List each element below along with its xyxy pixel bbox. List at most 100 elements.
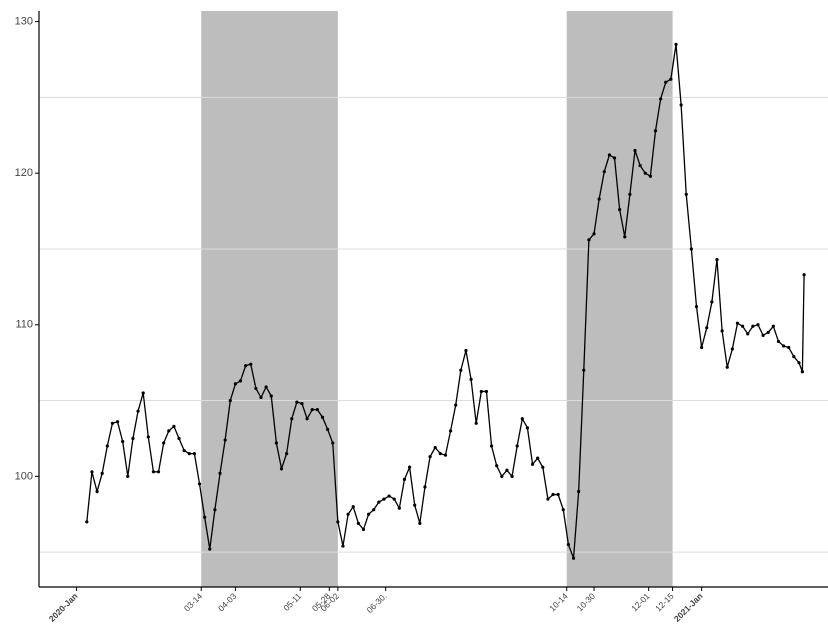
y-tick-label: 130 xyxy=(15,16,33,28)
point xyxy=(361,527,366,532)
point xyxy=(233,382,237,386)
point xyxy=(787,345,791,350)
x-tick-label: 12-01 xyxy=(629,591,652,614)
x-tick-label: 2021-Jan xyxy=(672,591,705,624)
point xyxy=(167,429,171,433)
point xyxy=(800,370,804,374)
point xyxy=(669,77,673,81)
point xyxy=(679,103,683,107)
x-tick-label: 10-30 xyxy=(575,591,598,614)
point xyxy=(541,465,545,469)
point xyxy=(556,492,560,497)
point xyxy=(208,547,212,551)
point xyxy=(238,379,243,383)
point xyxy=(612,156,617,160)
point xyxy=(715,257,719,262)
point xyxy=(387,494,391,498)
point xyxy=(372,508,376,512)
point xyxy=(761,333,765,337)
point xyxy=(587,238,591,242)
point xyxy=(218,471,222,475)
point xyxy=(505,468,509,472)
x-tick-label: 03-14 xyxy=(182,591,205,614)
point xyxy=(356,521,360,525)
point xyxy=(172,424,176,428)
point xyxy=(131,436,135,441)
point xyxy=(618,207,622,212)
point xyxy=(710,300,714,304)
x-tick-label: 04-03 xyxy=(216,591,239,614)
point xyxy=(141,391,145,395)
shade-layer xyxy=(201,11,673,587)
point xyxy=(546,497,550,501)
point xyxy=(285,452,289,456)
point xyxy=(797,361,801,365)
point xyxy=(228,398,232,403)
point xyxy=(479,389,483,394)
point xyxy=(684,192,688,197)
point xyxy=(90,470,94,474)
point xyxy=(310,408,314,412)
point xyxy=(561,508,565,512)
point xyxy=(402,477,407,481)
point xyxy=(397,506,401,510)
point xyxy=(459,368,463,372)
x-tick-label: 06-30. xyxy=(365,591,389,615)
point xyxy=(336,520,340,524)
point xyxy=(484,389,489,394)
point xyxy=(592,232,596,236)
point xyxy=(438,452,442,456)
point xyxy=(187,452,191,456)
point xyxy=(274,441,278,445)
point xyxy=(249,362,253,366)
point xyxy=(300,401,304,406)
point xyxy=(433,445,437,450)
point xyxy=(177,436,181,441)
point xyxy=(602,170,606,174)
point xyxy=(392,497,396,501)
point xyxy=(689,247,693,251)
point xyxy=(510,474,514,478)
point xyxy=(156,470,161,474)
point xyxy=(151,470,156,474)
point xyxy=(95,489,99,494)
point xyxy=(443,453,448,457)
point xyxy=(674,42,678,46)
y-tick-label: 110 xyxy=(15,319,33,331)
point xyxy=(597,197,601,201)
point xyxy=(515,444,519,448)
point xyxy=(771,324,775,328)
point xyxy=(295,400,299,404)
point xyxy=(428,455,432,459)
point xyxy=(530,462,535,466)
point xyxy=(705,326,709,330)
point xyxy=(776,339,781,344)
point xyxy=(571,556,576,560)
point xyxy=(474,421,478,425)
point xyxy=(121,439,125,444)
shaded-period xyxy=(201,11,338,587)
point xyxy=(648,174,652,178)
point xyxy=(607,153,612,157)
point xyxy=(659,97,663,101)
point xyxy=(664,80,668,84)
point xyxy=(264,385,268,389)
point xyxy=(643,171,647,175)
x-tick-label: 05-11 xyxy=(281,591,303,613)
point xyxy=(469,377,473,381)
point xyxy=(653,129,658,133)
point xyxy=(746,332,750,336)
point xyxy=(730,347,734,351)
point xyxy=(254,386,258,391)
point xyxy=(766,330,770,334)
point xyxy=(418,521,422,525)
point xyxy=(628,192,632,197)
point xyxy=(577,489,581,494)
point xyxy=(290,417,294,421)
point xyxy=(741,324,745,328)
point xyxy=(279,467,284,471)
point xyxy=(423,485,427,489)
point xyxy=(213,508,217,512)
point xyxy=(623,235,627,239)
point xyxy=(489,444,494,448)
